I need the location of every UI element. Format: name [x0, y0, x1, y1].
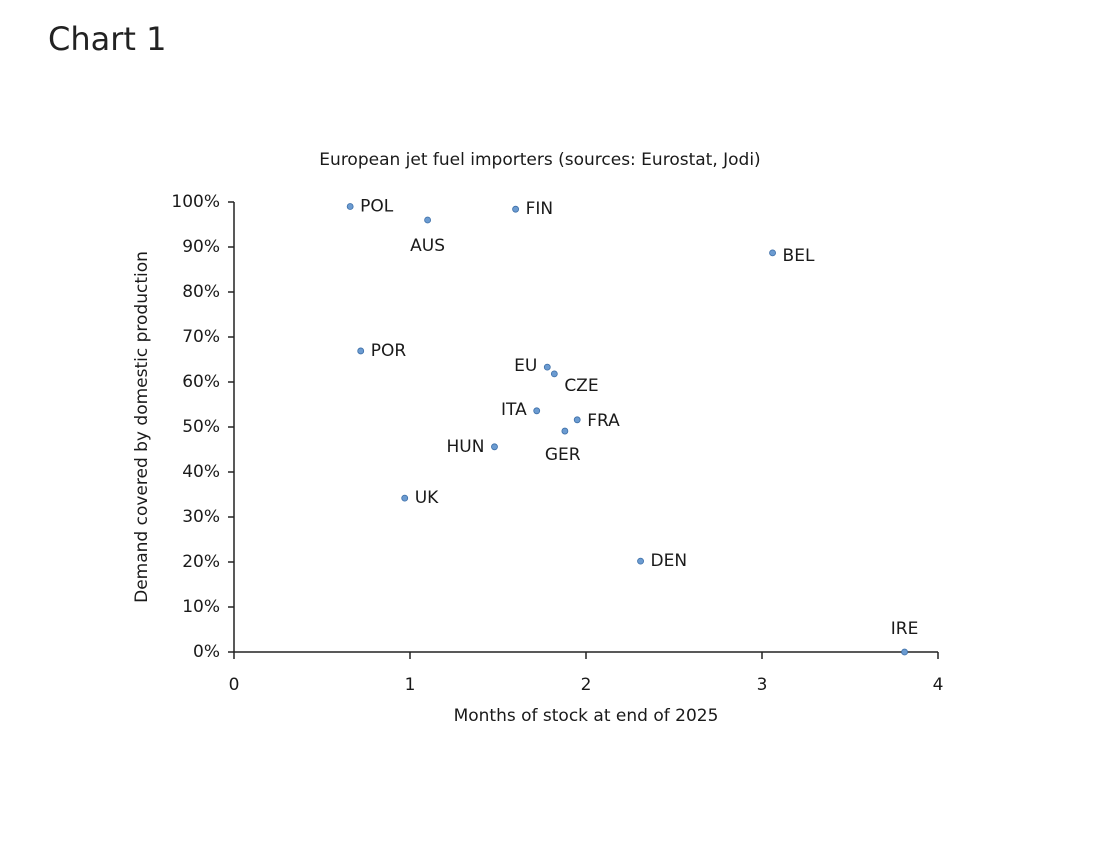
- point-label: DEN: [651, 551, 688, 571]
- point: [401, 494, 409, 502]
- point: [543, 363, 551, 371]
- page-heading: Chart 1: [48, 20, 167, 58]
- point-label: UK: [415, 488, 439, 508]
- point: [346, 203, 354, 210]
- point-label: FRA: [587, 411, 620, 431]
- y-tick-label: 80%: [182, 282, 220, 302]
- point-label: CZE: [564, 376, 598, 396]
- y-tick-label: 100%: [171, 192, 220, 212]
- point: [424, 216, 432, 224]
- x-tick-label: 1: [405, 675, 416, 695]
- point: [550, 370, 558, 378]
- x-tick-label: 4: [933, 675, 944, 695]
- x-tick-label: 0: [229, 675, 240, 695]
- point: [637, 557, 644, 565]
- point: [561, 427, 569, 435]
- y-tick-label: 20%: [182, 552, 220, 572]
- point: [512, 205, 519, 213]
- y-tick-label: 40%: [182, 462, 220, 482]
- point: [357, 347, 365, 355]
- point-label: GER: [545, 445, 581, 465]
- point-label: HUN: [447, 437, 485, 457]
- point: [533, 407, 541, 415]
- point: [901, 648, 908, 656]
- point: [573, 416, 581, 424]
- point-label: POR: [371, 341, 407, 361]
- x-axis-label: Months of stock at end of 2025: [454, 706, 719, 726]
- y-tick-label: 30%: [182, 507, 220, 527]
- y-tick-label: 0%: [193, 642, 220, 662]
- y-axis-label: Demand covered by domestic production: [132, 251, 152, 603]
- point: [769, 249, 776, 257]
- chart-title: European jet fuel importers (sources: Eu…: [319, 150, 760, 170]
- point-label: EU: [514, 356, 537, 376]
- point-label: AUS: [410, 236, 445, 256]
- point-label: FIN: [526, 199, 554, 219]
- point-label: ITA: [501, 400, 527, 420]
- point-label: IRE: [891, 619, 919, 639]
- point-label: BEL: [783, 246, 815, 266]
- y-tick-label: 90%: [182, 237, 220, 257]
- y-tick-label: 10%: [182, 597, 220, 617]
- point-label: POL: [360, 197, 394, 217]
- y-tick-label: 50%: [182, 417, 220, 437]
- x-tick-label: 2: [581, 675, 592, 695]
- x-tick-label: 3: [757, 675, 768, 695]
- point: [491, 443, 498, 451]
- y-tick-label: 70%: [182, 327, 220, 347]
- y-tick-label: 60%: [182, 372, 220, 392]
